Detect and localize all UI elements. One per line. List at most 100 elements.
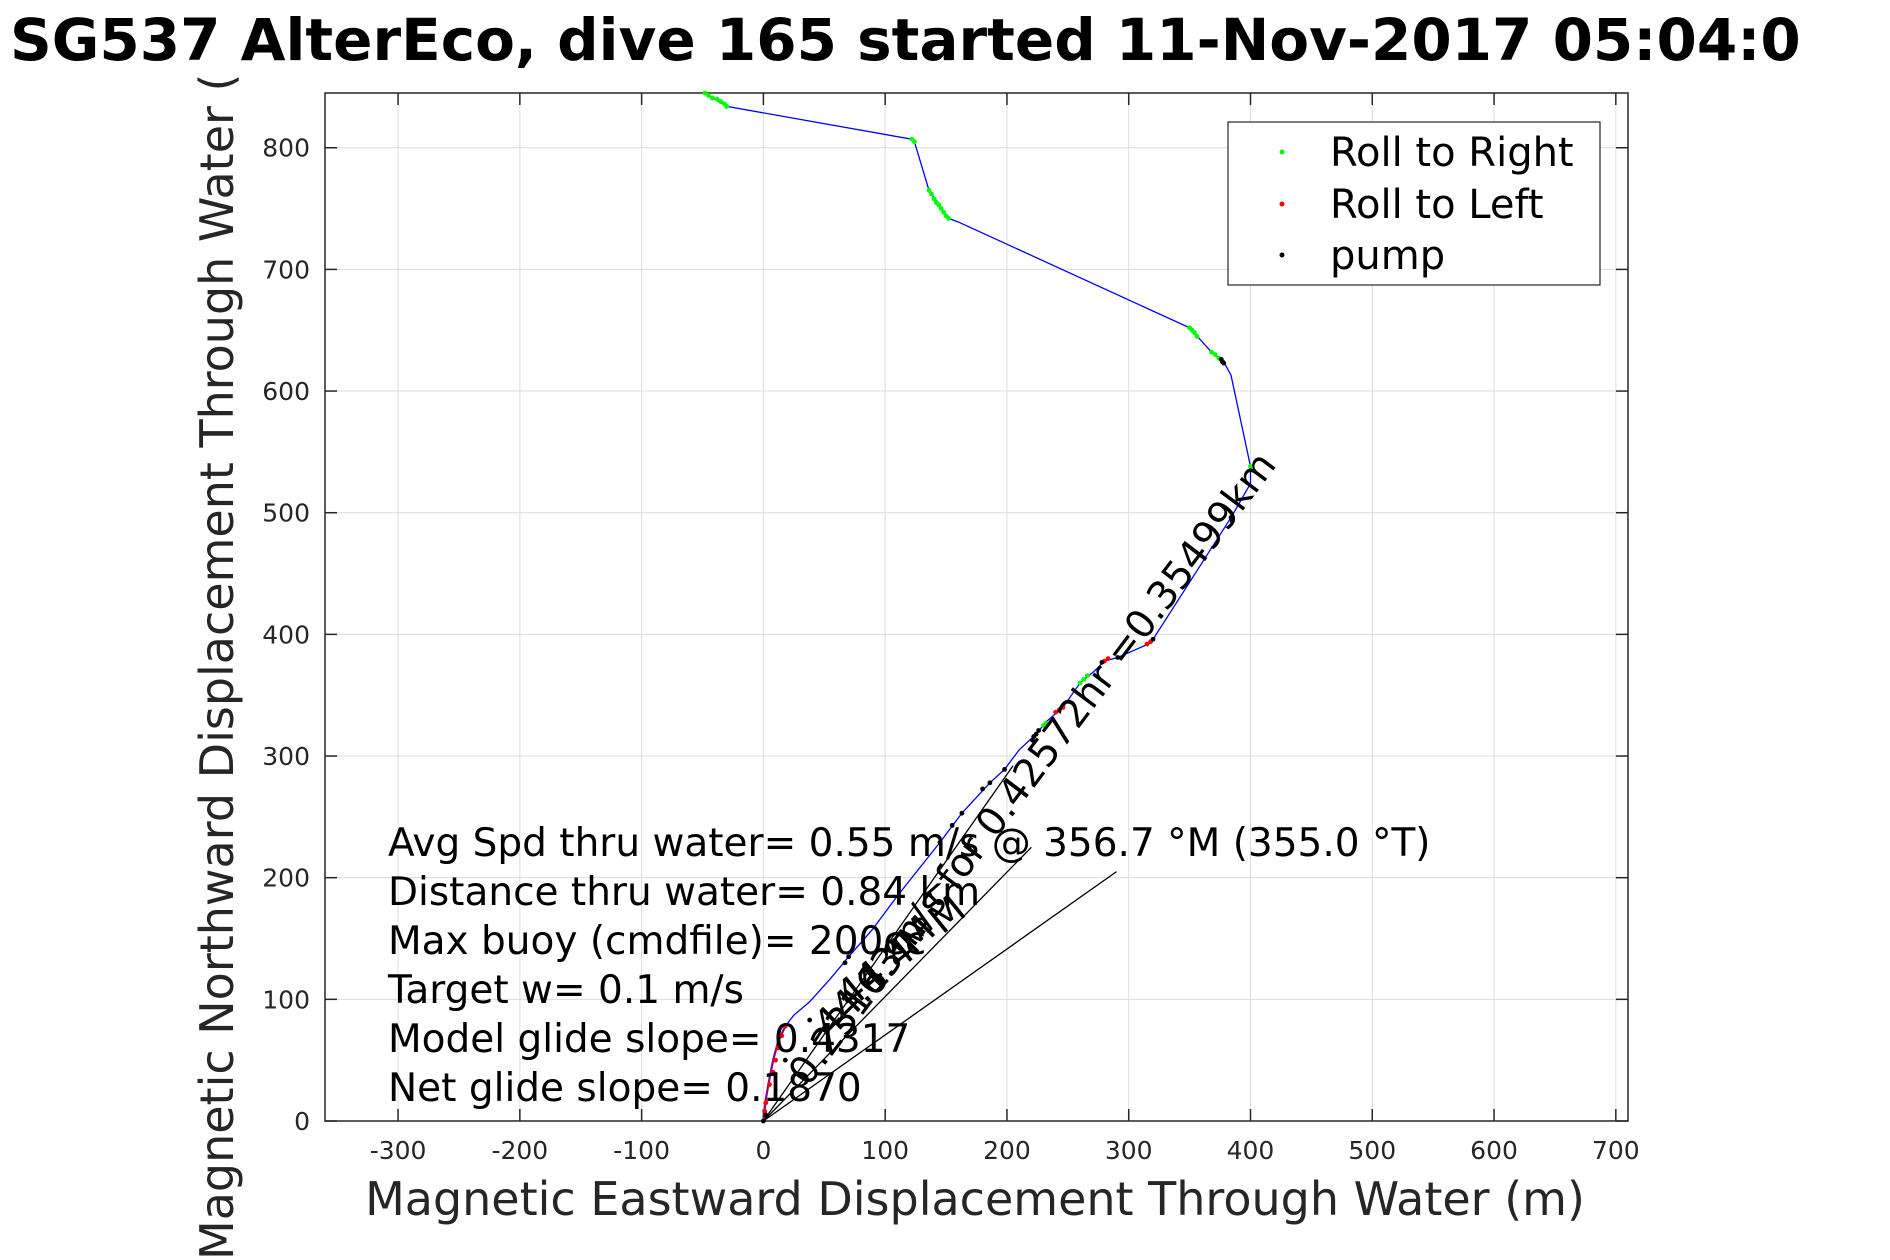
legend-label-pump: pump — [1330, 233, 1445, 279]
point-roll-to-left — [762, 1108, 768, 1114]
point-roll-to-left — [779, 1033, 785, 1039]
annotation-avg-speed: Avg Spd thru water= 0.55 m/s @ 356.7 °M … — [388, 821, 1431, 866]
x-tick-label: 500 — [1348, 1136, 1396, 1165]
point-roll-to-right — [706, 93, 711, 98]
point-pump — [782, 1057, 788, 1063]
point-roll-to-right — [709, 95, 715, 101]
y-tick-label: 0 — [294, 1107, 310, 1136]
point-roll-to-right — [931, 196, 937, 202]
point-pump — [1229, 518, 1235, 524]
point-roll-to-left — [1053, 709, 1059, 715]
y-tick-label: 200 — [262, 864, 310, 893]
point-roll-to-left — [763, 1100, 769, 1106]
point-pump — [760, 1118, 766, 1124]
annotation-max-buoy: Max buoy (cmdfile)= 200cc — [388, 919, 926, 964]
point-roll-to-right — [941, 209, 947, 215]
rotated-annotations: 0.23163m/s for 0.42572hr =0.35499km 44.1… — [780, 444, 1285, 1094]
point-roll-to-right — [936, 202, 942, 208]
x-tick-label: 200 — [983, 1136, 1031, 1165]
point-roll-to-right — [1248, 464, 1253, 469]
reference-line — [762, 765, 1014, 1122]
y-tick-label: 700 — [262, 255, 310, 284]
x-tick-label: 400 — [1227, 1136, 1275, 1165]
legend-marker-roll-left — [1279, 201, 1285, 207]
point-roll-to-right — [911, 139, 917, 145]
x-tick-label: 300 — [1105, 1136, 1153, 1165]
x-tick-label: -300 — [370, 1136, 427, 1165]
point-pump — [1036, 728, 1042, 733]
point-pump — [1030, 737, 1035, 743]
x-tick-label: -200 — [491, 1136, 548, 1165]
y-tick-label: 400 — [262, 620, 310, 649]
y-tick-label: 600 — [262, 377, 310, 406]
point-pump — [1150, 636, 1156, 642]
point-roll-to-left — [773, 1057, 778, 1063]
point-roll-to-right — [938, 206, 944, 211]
point-roll-to-left — [775, 1045, 781, 1051]
annotation-model-glide: Model glide slope= 0.4317 — [388, 1017, 910, 1062]
annotation-target-w: Target w= 0.1 m/s — [387, 968, 744, 1013]
y-tick-label: 500 — [262, 499, 310, 528]
data-points — [702, 90, 1253, 1124]
x-tick-label: 0 — [755, 1136, 771, 1165]
point-pump — [1228, 515, 1234, 520]
point-roll-to-right — [718, 99, 724, 104]
x-tick-label: 100 — [861, 1136, 909, 1165]
x-tick-label: 700 — [1592, 1136, 1640, 1165]
point-pump — [1033, 731, 1039, 737]
point-pump — [937, 840, 943, 845]
legend-label-roll-right: Roll to Right — [1330, 130, 1574, 176]
track-line — [704, 92, 1252, 1122]
point-pump — [980, 786, 985, 792]
point-roll-to-left — [1144, 641, 1150, 647]
y-tick-label: 100 — [262, 985, 310, 1014]
x-axis-ticks: -300 -200 -100 0 100 200 300 400 500 600 700 — [370, 93, 1640, 1165]
reference-lines — [762, 765, 1117, 1122]
point-pump — [807, 1017, 813, 1023]
legend-label-roll-left: Roll to Left — [1330, 182, 1544, 228]
point-roll-to-right — [929, 191, 934, 197]
point-roll-to-right — [946, 215, 951, 221]
point-pump — [1221, 360, 1227, 366]
legend-marker-pump — [1279, 252, 1285, 258]
plot-area — [324, 92, 1629, 1122]
legend: Roll to Right Roll to Left pump — [1227, 121, 1601, 286]
point-roll-to-left — [767, 1082, 772, 1087]
point-pump — [1115, 655, 1121, 660]
legend-marker-roll-right — [1279, 149, 1285, 155]
point-roll-to-right — [1209, 349, 1214, 355]
point-roll-to-left — [770, 1069, 776, 1075]
point-roll-to-left — [1105, 656, 1111, 662]
point-roll-to-right — [1043, 720, 1049, 726]
point-roll-to-right — [926, 187, 932, 193]
point-pump — [959, 810, 965, 816]
point-roll-to-left — [782, 1023, 788, 1029]
point-roll-to-right — [1212, 352, 1218, 357]
point-pump — [949, 822, 955, 828]
point-roll-to-right — [1077, 680, 1083, 686]
point-roll-to-right — [714, 96, 720, 102]
x-tick-label: 600 — [1470, 1136, 1518, 1165]
point-pump — [987, 780, 993, 786]
legend-box — [1227, 121, 1601, 286]
point-roll-to-right — [1084, 673, 1090, 679]
x-tick-label: -100 — [613, 1136, 670, 1165]
annotation-net-glide: Net glide slope= 0.1870 — [388, 1066, 862, 1111]
reference-line — [763, 871, 1117, 1122]
chart-title: SG537 AlterEco, dive 165 started 11-Nov-… — [10, 6, 1801, 74]
point-roll-to-right — [1194, 333, 1200, 339]
point-roll-to-right — [702, 90, 708, 96]
point-pump — [763, 1112, 769, 1118]
y-tick-label: 300 — [262, 742, 310, 771]
point-pump — [846, 954, 852, 960]
y-tick-label: 800 — [262, 134, 310, 163]
reference-line — [762, 846, 1032, 1122]
point-roll-to-right — [724, 103, 730, 109]
y-axis-ticks: 0 100 200 300 400 500 600 700 800 — [262, 134, 1628, 1136]
point-pump — [1002, 767, 1007, 772]
annotations: Avg Spd thru water= 0.55 m/s @ 356.7 °M … — [387, 821, 1431, 1111]
x-axis-label: Magnetic Eastward Displacement Through W… — [365, 1172, 1585, 1226]
point-roll-to-left — [1060, 704, 1066, 710]
point-pump — [1099, 659, 1105, 665]
